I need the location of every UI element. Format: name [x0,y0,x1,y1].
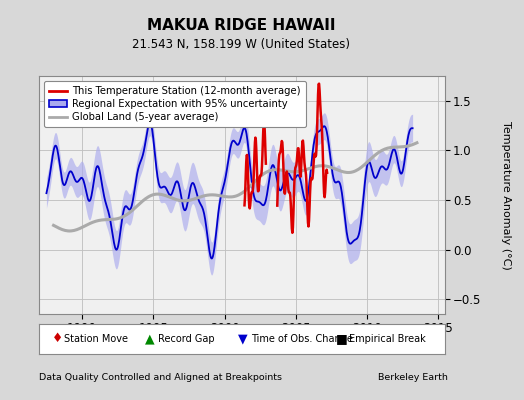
Text: Berkeley Earth: Berkeley Earth [378,374,448,382]
Text: ▲: ▲ [145,332,155,346]
Text: 21.543 N, 158.199 W (United States): 21.543 N, 158.199 W (United States) [132,38,350,51]
Text: ▼: ▼ [238,332,248,346]
Text: Empirical Break: Empirical Break [349,334,425,344]
Text: ■: ■ [336,332,347,346]
Legend: This Temperature Station (12-month average), Regional Expectation with 95% uncer: This Temperature Station (12-month avera… [45,81,306,127]
Text: ♦: ♦ [51,332,63,346]
Text: MAKUA RIDGE HAWAII: MAKUA RIDGE HAWAII [147,18,335,34]
Y-axis label: Temperature Anomaly (°C): Temperature Anomaly (°C) [501,121,511,269]
Text: Data Quality Controlled and Aligned at Breakpoints: Data Quality Controlled and Aligned at B… [39,374,282,382]
Text: Station Move: Station Move [64,334,128,344]
Text: Record Gap: Record Gap [158,334,214,344]
Text: Time of Obs. Change: Time of Obs. Change [252,334,353,344]
